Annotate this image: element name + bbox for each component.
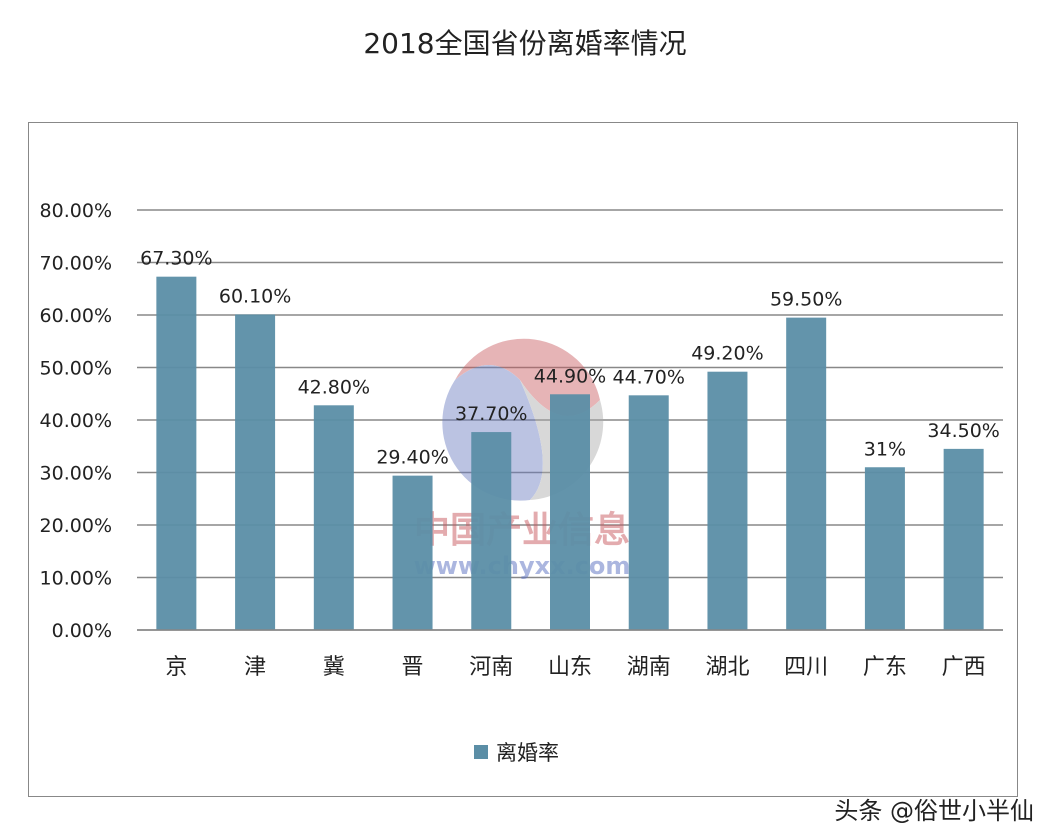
y-tick-label: 50.00% [40,358,112,380]
x-tick-label: 晋 [402,655,424,680]
data-label: 67.30% [140,248,212,270]
watermark-url: www.chyxx.com [414,552,631,580]
y-tick-label: 10.00% [40,568,112,590]
legend-swatch [474,745,488,759]
data-label: 31% [864,438,906,460]
bar [471,432,512,630]
x-tick-label: 河南 [469,655,513,680]
footer-credit: 头条 @俗世小半仙 [834,797,1034,825]
data-label: 42.80% [298,376,370,398]
data-label: 29.40% [376,447,448,469]
chart-frame [28,122,1018,797]
chart-title: 2018全国省份离婚率情况 [363,27,687,60]
data-label: 44.70% [613,366,685,388]
data-label: 60.10% [219,285,291,307]
bar [943,448,984,630]
y-tick-label: 40.00% [40,410,112,432]
y-tick-label: 70.00% [40,253,112,275]
x-tick-label: 津 [244,655,266,680]
bar [707,371,748,630]
bar [156,276,197,630]
x-tick-label: 湖北 [705,655,749,680]
x-tick-label: 京 [165,655,187,680]
x-tick-label: 湖南 [627,655,671,680]
bar [786,317,827,630]
x-tick-label: 广西 [942,655,986,680]
data-label: 44.90% [534,365,606,387]
watermark-text: 中国产业信息 [414,510,630,551]
bar [313,405,354,630]
x-tick-label: 山东 [548,655,592,680]
data-label: 37.70% [455,403,527,425]
y-tick-label: 60.00% [40,305,112,327]
y-tick-label: 80.00% [40,200,112,222]
y-tick-label: 30.00% [40,463,112,485]
x-tick-label: 冀 [323,655,345,680]
bar [392,475,433,630]
bar [628,395,669,630]
bar [550,394,590,630]
y-tick-label: 20.00% [40,515,112,537]
x-tick-label: 四川 [784,655,828,680]
data-label: 49.20% [691,343,763,365]
data-label: 34.50% [927,420,999,442]
data-label: 59.50% [770,289,842,311]
bar [235,314,276,630]
y-tick-label: 0.00% [52,620,112,642]
x-tick-label: 广东 [863,655,907,680]
bar [864,467,905,630]
legend-label: 离婚率 [496,741,559,765]
